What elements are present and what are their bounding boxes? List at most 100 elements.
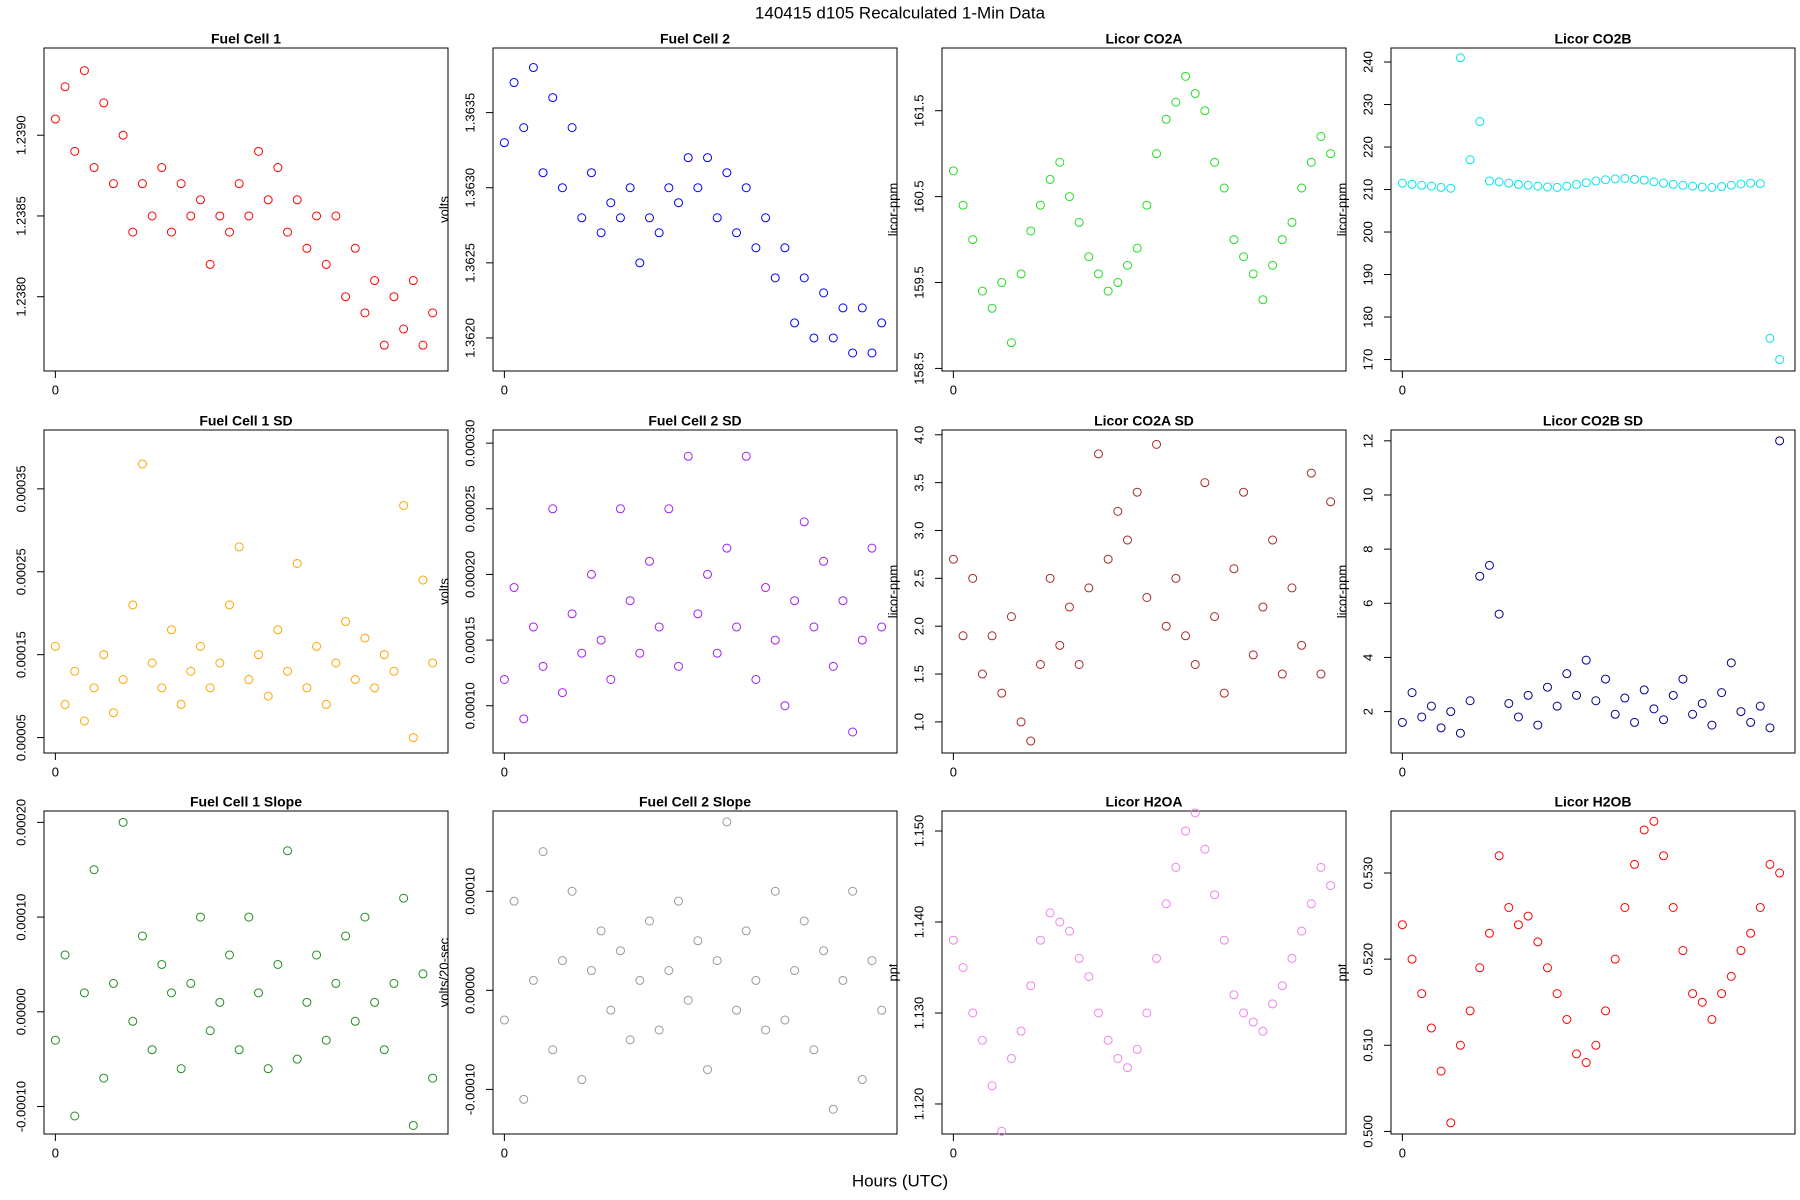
plot-frame [941, 810, 1347, 1135]
data-point [722, 817, 732, 827]
data-point [1601, 674, 1611, 684]
data-point [1142, 200, 1152, 210]
y-tick-label: 0.00015 [462, 617, 477, 664]
figure-title: 140415 d105 Recalculated 1-Min Data [755, 3, 1046, 22]
data-point [292, 1054, 302, 1064]
data-point [703, 569, 713, 579]
y-tick-label: 158.5 [911, 352, 926, 385]
data-point [108, 179, 118, 189]
data-point [1513, 920, 1523, 930]
data-point [1571, 179, 1581, 189]
data-point [389, 292, 399, 302]
data-point [538, 661, 548, 671]
data-point [977, 1035, 987, 1045]
data-point [1717, 989, 1727, 999]
data-point [1277, 235, 1287, 245]
data-point [741, 926, 751, 936]
data-point [1562, 1014, 1572, 1024]
plot-frame [43, 429, 449, 754]
data-point [654, 1025, 664, 1035]
data-point [1436, 1066, 1446, 1076]
data-point [1504, 902, 1514, 912]
data-point [1006, 1053, 1016, 1063]
data-point [263, 1064, 273, 1074]
data-point [1152, 149, 1162, 159]
data-point [1074, 659, 1084, 669]
data-point [1181, 631, 1191, 641]
data-point [948, 166, 958, 176]
data-point [1736, 946, 1746, 956]
y-tick-label: 1.3625 [462, 243, 477, 283]
data-point [1239, 487, 1249, 497]
data-point [1746, 928, 1756, 938]
data-point [1297, 183, 1307, 193]
y-tick-label: 210 [1360, 179, 1375, 201]
data-point [809, 333, 819, 343]
data-point [1248, 650, 1258, 660]
data-point [166, 988, 176, 998]
plot-frame [1390, 810, 1796, 1135]
data-point [273, 959, 283, 969]
data-point [654, 622, 664, 632]
data-point [635, 258, 645, 268]
data-point [1190, 808, 1200, 818]
data-point [1035, 935, 1045, 945]
data-point [176, 699, 186, 709]
data-point [1287, 953, 1297, 963]
data-point [1697, 698, 1707, 708]
data-point [89, 865, 99, 875]
data-point [1103, 1035, 1113, 1045]
data-point [1316, 669, 1326, 679]
data-point [722, 543, 732, 553]
y-tick-label: 1.3635 [462, 93, 477, 133]
data-point [1668, 902, 1678, 912]
data-point [408, 1120, 418, 1130]
data-point [79, 988, 89, 998]
data-point [1475, 571, 1485, 581]
data-point [321, 259, 331, 269]
data-point [1064, 926, 1074, 936]
data-point [186, 978, 196, 988]
y-axis-label: licor-ppm [1334, 183, 1349, 236]
data-point [1122, 260, 1132, 270]
data-point [1755, 902, 1765, 912]
data-point [1533, 720, 1543, 730]
data-point [780, 1015, 790, 1025]
data-point [331, 658, 341, 668]
data-point [1306, 899, 1316, 909]
y-tick-label: 0.520 [1360, 943, 1375, 976]
data-point [1494, 609, 1504, 619]
y-axis-label: licor-ppm [885, 565, 900, 618]
data-point [1601, 175, 1611, 185]
data-point [615, 213, 625, 223]
y-tick-label: 0.00035 [13, 465, 28, 512]
data-point [1571, 1049, 1581, 1059]
data-point [195, 641, 205, 651]
data-point [399, 500, 409, 510]
data-point [128, 227, 138, 237]
data-point [790, 966, 800, 976]
data-point [1755, 701, 1765, 711]
data-point [1659, 851, 1669, 861]
data-point [1707, 1014, 1717, 1024]
data-point [509, 896, 519, 906]
data-point [1446, 707, 1456, 717]
y-tick-label: 1.140 [911, 906, 926, 939]
data-point [224, 227, 234, 237]
data-point [1132, 243, 1142, 253]
data-point [1659, 715, 1669, 725]
data-point [137, 459, 147, 469]
data-point [712, 956, 722, 966]
y-tick-label: 220 [1360, 136, 1375, 158]
data-point [1055, 157, 1065, 167]
data-point [1064, 192, 1074, 202]
data-point [1229, 564, 1239, 574]
data-point [360, 633, 370, 643]
data-point [673, 198, 683, 208]
data-point [1465, 696, 1475, 706]
data-point [1717, 182, 1727, 192]
data-point [379, 650, 389, 660]
data-point [273, 163, 283, 173]
data-point [654, 228, 664, 238]
data-point [838, 975, 848, 985]
